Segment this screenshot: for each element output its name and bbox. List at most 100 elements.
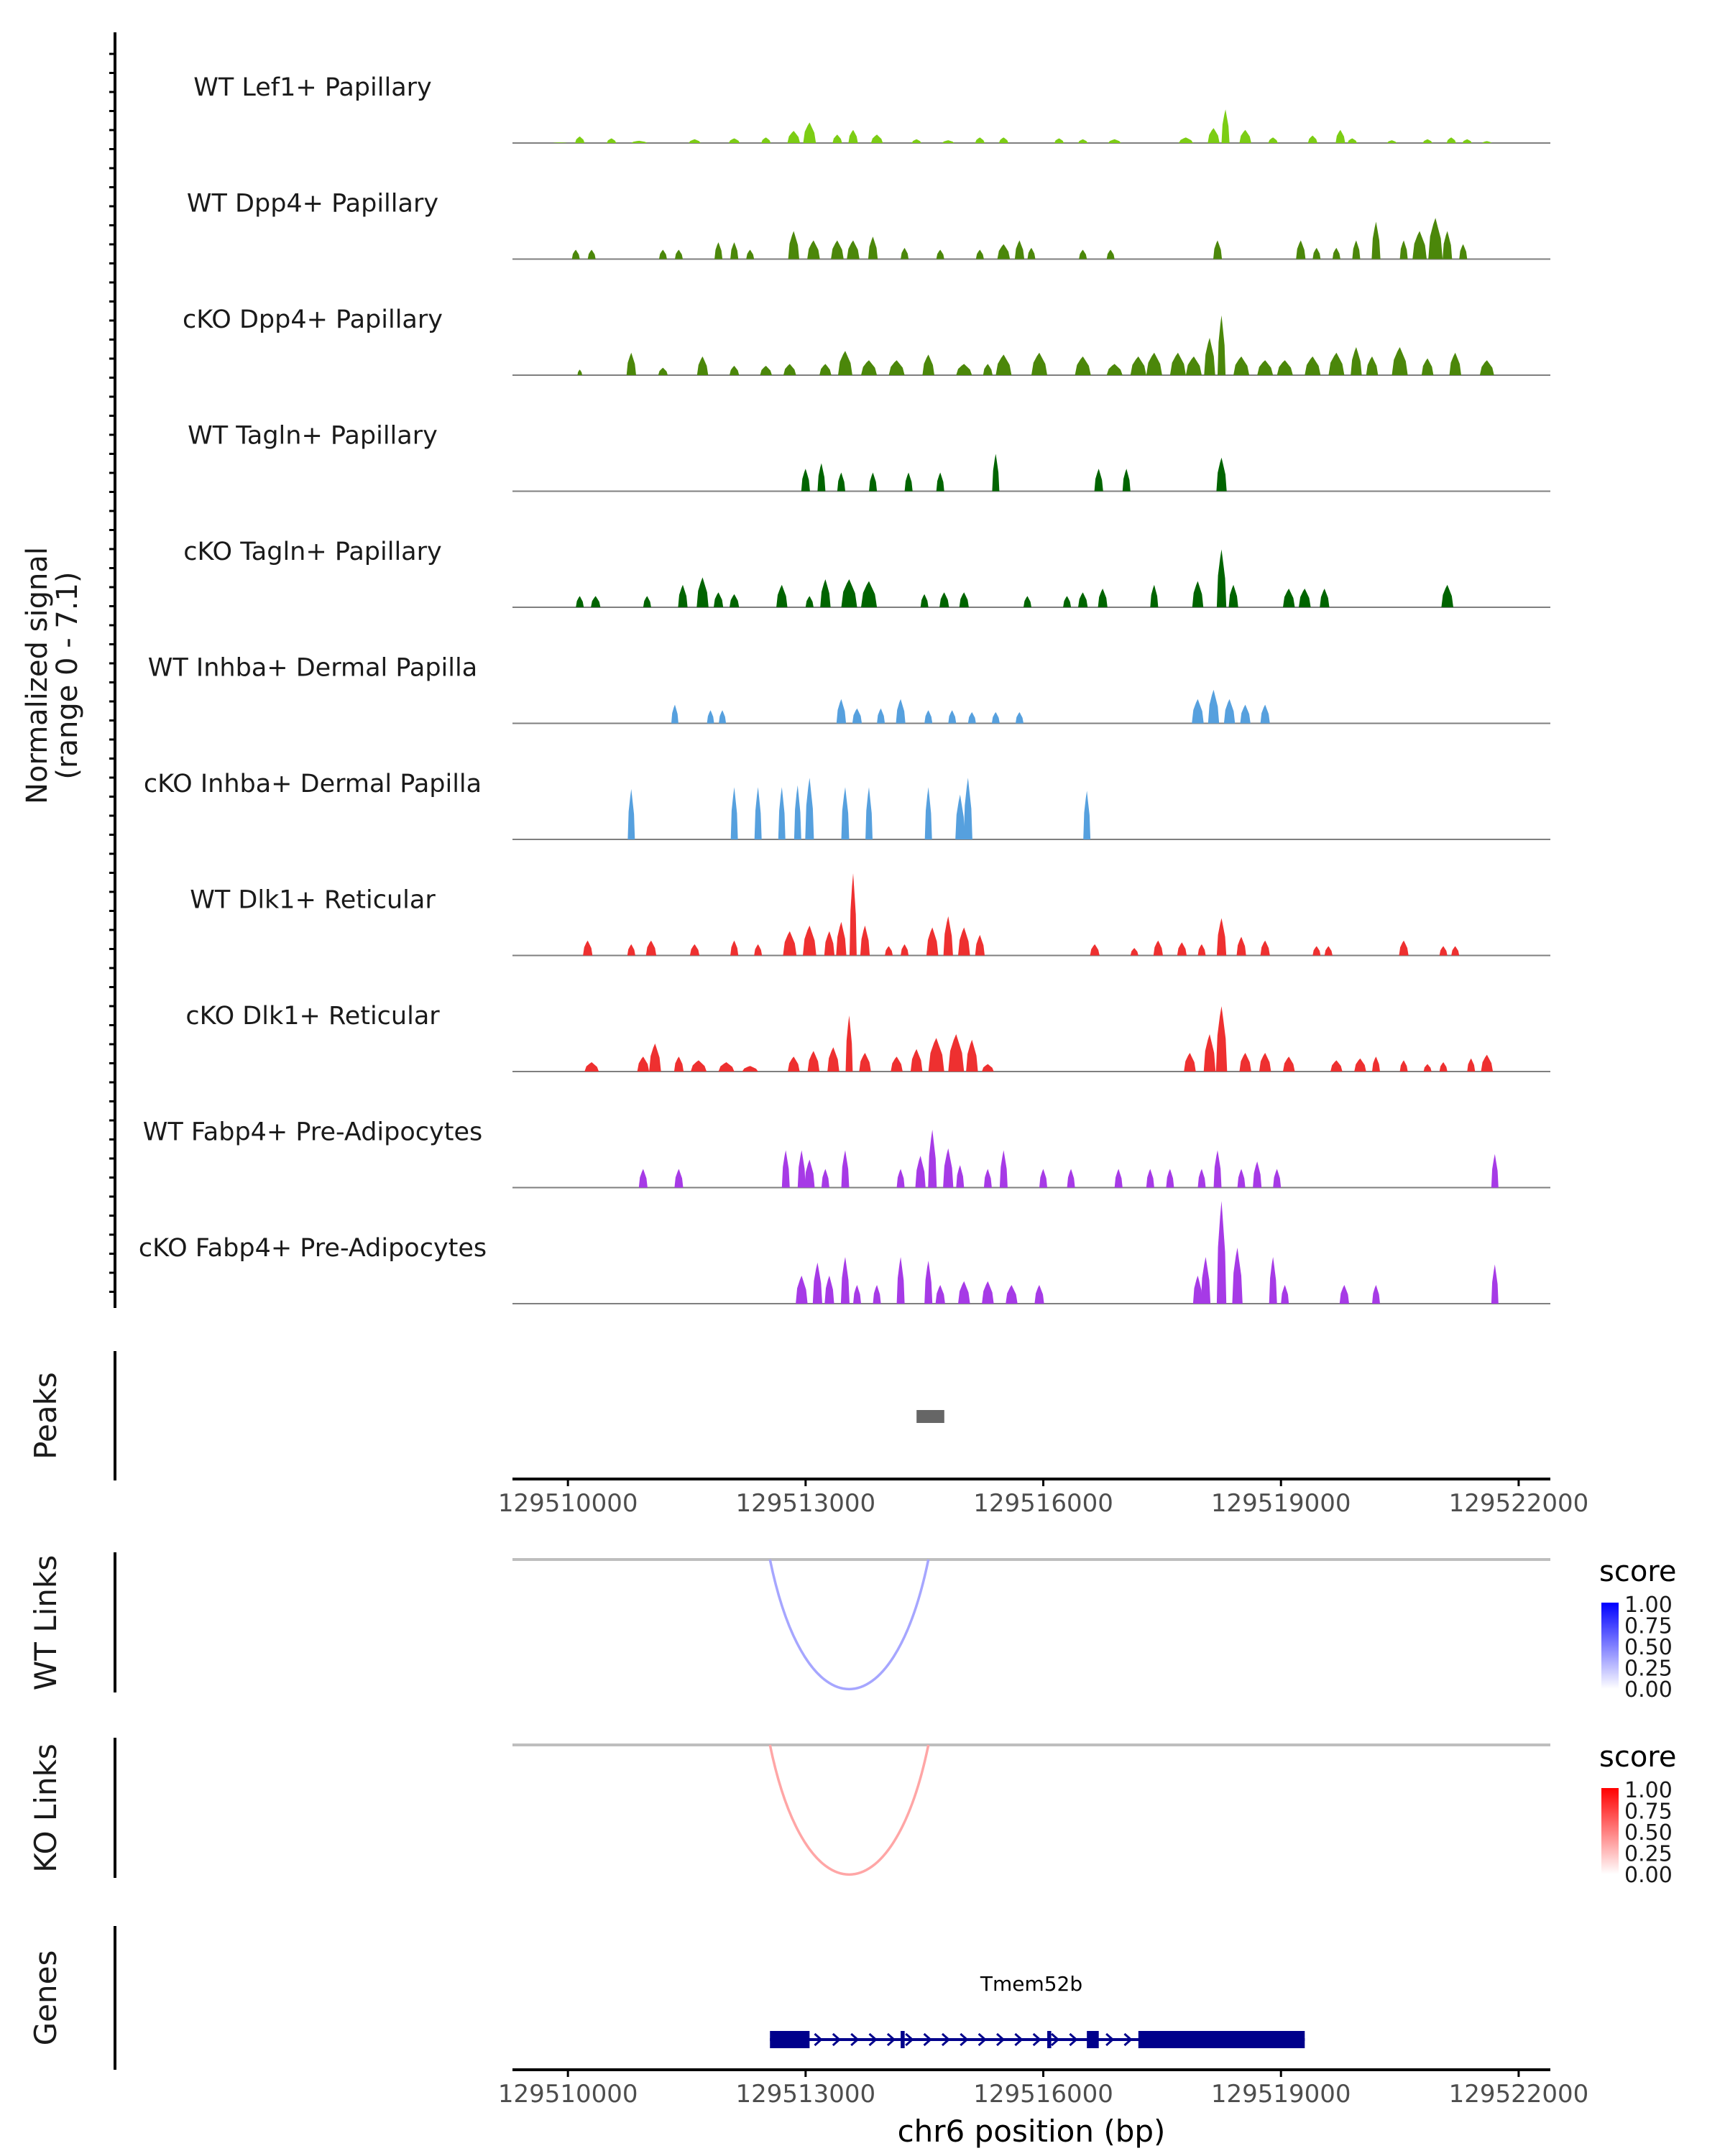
coverage-peak <box>1312 946 1321 956</box>
coverage-peak <box>658 367 668 375</box>
coverage-peak <box>922 354 934 375</box>
coverage-peak <box>730 242 739 259</box>
legend-colorbar <box>1601 1603 1619 1689</box>
coverage-peak <box>896 699 906 724</box>
coverage-peak <box>982 1064 994 1072</box>
gene-exon <box>901 2031 905 2048</box>
coverage-peak <box>956 1165 965 1188</box>
coverage-peak <box>1479 360 1494 375</box>
coverage-peak <box>1054 138 1064 143</box>
x-tick-label: 129519000 <box>1211 1489 1351 1518</box>
coverage-peak <box>1223 699 1236 724</box>
coverage-peak <box>587 249 596 259</box>
genes-panel: Genes Tmem52b 129510000 129513000 12951600… <box>28 1926 1588 2149</box>
coverage-peak <box>992 453 1000 492</box>
x-tick-label: 129522000 <box>1449 1489 1589 1518</box>
coverage-peak <box>576 596 584 607</box>
strand-arrow <box>1014 2032 1024 2047</box>
coverage-peak <box>678 584 688 607</box>
coverage-peak <box>803 122 816 143</box>
coverage-peak <box>821 1169 829 1188</box>
coverage-peak <box>817 463 826 492</box>
coverage-peak <box>836 699 847 724</box>
coverage-peak <box>1449 352 1461 375</box>
x-tick-label: 129519000 <box>1211 2080 1351 2109</box>
coverage-peak <box>805 596 814 607</box>
coverage-peak <box>718 1062 735 1072</box>
coverage-peak <box>1320 589 1330 607</box>
track-3: WT Tagln+ Papillary <box>188 422 1550 492</box>
coverage-peak <box>1108 139 1121 143</box>
coverage-peak <box>1185 356 1202 375</box>
coverage-peak <box>920 594 929 607</box>
coverage-peak <box>1423 1064 1432 1072</box>
coverage-peak <box>1197 1169 1206 1188</box>
coverage-peak <box>928 1129 937 1188</box>
track-label: WT Dpp4+ Papillary <box>187 190 438 218</box>
legend-tick-label: 1.00 <box>1624 1593 1673 1618</box>
strand-arrow <box>978 2032 987 2047</box>
track-5: WT Inhba+ Dermal Papilla <box>148 654 1550 724</box>
coverage-peak <box>837 472 845 492</box>
coverage-peak <box>1276 360 1293 375</box>
strand-arrow <box>905 2032 914 2047</box>
coverage-peak <box>1260 940 1270 956</box>
legend-tick-label: 0.75 <box>1624 1614 1673 1639</box>
strand-arrow <box>886 2032 896 2047</box>
gene-exon <box>770 2031 810 2048</box>
genes-label: Genes <box>28 1950 63 2046</box>
coverage-peak <box>926 927 939 956</box>
coverage-peak <box>1203 1034 1216 1072</box>
gene-exon <box>1138 2031 1305 2048</box>
coverage-peak <box>840 1257 850 1304</box>
coverage-peak <box>1213 240 1223 259</box>
coverage-peak <box>975 249 984 259</box>
coverage-peak <box>754 787 762 839</box>
coverage-peak <box>1179 137 1193 143</box>
coverage-peak <box>696 577 709 607</box>
coverage-peak <box>689 139 701 143</box>
coverage-peak <box>910 1049 923 1072</box>
x-tick-label: 129516000 <box>973 1489 1113 1518</box>
signal-axis-title-line1: Normalized signal <box>21 547 54 804</box>
coverage-peak <box>1200 1257 1211 1304</box>
track-label: WT Lef1+ Papillary <box>193 73 432 102</box>
coverage-peak <box>1039 1169 1047 1188</box>
coverage-peak <box>783 364 796 375</box>
peak-regions <box>916 1410 944 1423</box>
coverage-peak <box>959 592 969 607</box>
coverage-peak <box>924 1261 933 1304</box>
legend-tick-label: 0.00 <box>1624 1863 1673 1888</box>
coverage-peak <box>896 1169 905 1188</box>
coverage-peak <box>1075 356 1091 375</box>
coverage-peak <box>848 129 858 143</box>
coverage-peak <box>1399 240 1408 259</box>
coverage-peak <box>571 249 580 259</box>
coverage-peak <box>1106 364 1123 375</box>
coverage-peak <box>778 787 786 839</box>
coverage-peak <box>901 247 909 259</box>
coverage-peak <box>1083 791 1091 839</box>
coverage-peak <box>1371 221 1381 259</box>
coverage-peak <box>1451 946 1460 956</box>
gene-name-label: Tmem52b <box>980 1972 1082 1996</box>
gene-exon <box>1047 2031 1052 2048</box>
coverage-peak <box>824 931 835 956</box>
coverage-peak <box>869 472 878 492</box>
coverage-peak <box>1213 1150 1222 1188</box>
track-2: cKO Dpp4+ Papillary <box>183 305 1550 376</box>
coverage-peak <box>1268 137 1278 143</box>
coverage-peak <box>939 592 949 607</box>
coverage-peak <box>1347 138 1357 143</box>
coverage-peak <box>896 1257 905 1304</box>
coverage-peak <box>689 944 700 956</box>
links-label: KO Links <box>28 1743 63 1873</box>
coverage-peak <box>1399 940 1409 956</box>
coverage-peak <box>885 946 893 956</box>
coverage-tracks: WT Lef1+ Papillary WT Dpp4+ Papillary cKO … <box>139 73 1550 1304</box>
coverage-peak <box>742 1066 758 1072</box>
legend-tick-label: 0.50 <box>1624 1820 1673 1846</box>
legend-tick-label: 0.75 <box>1624 1800 1673 1825</box>
coverage-peak <box>730 787 738 839</box>
coverage-peak <box>841 1150 850 1188</box>
